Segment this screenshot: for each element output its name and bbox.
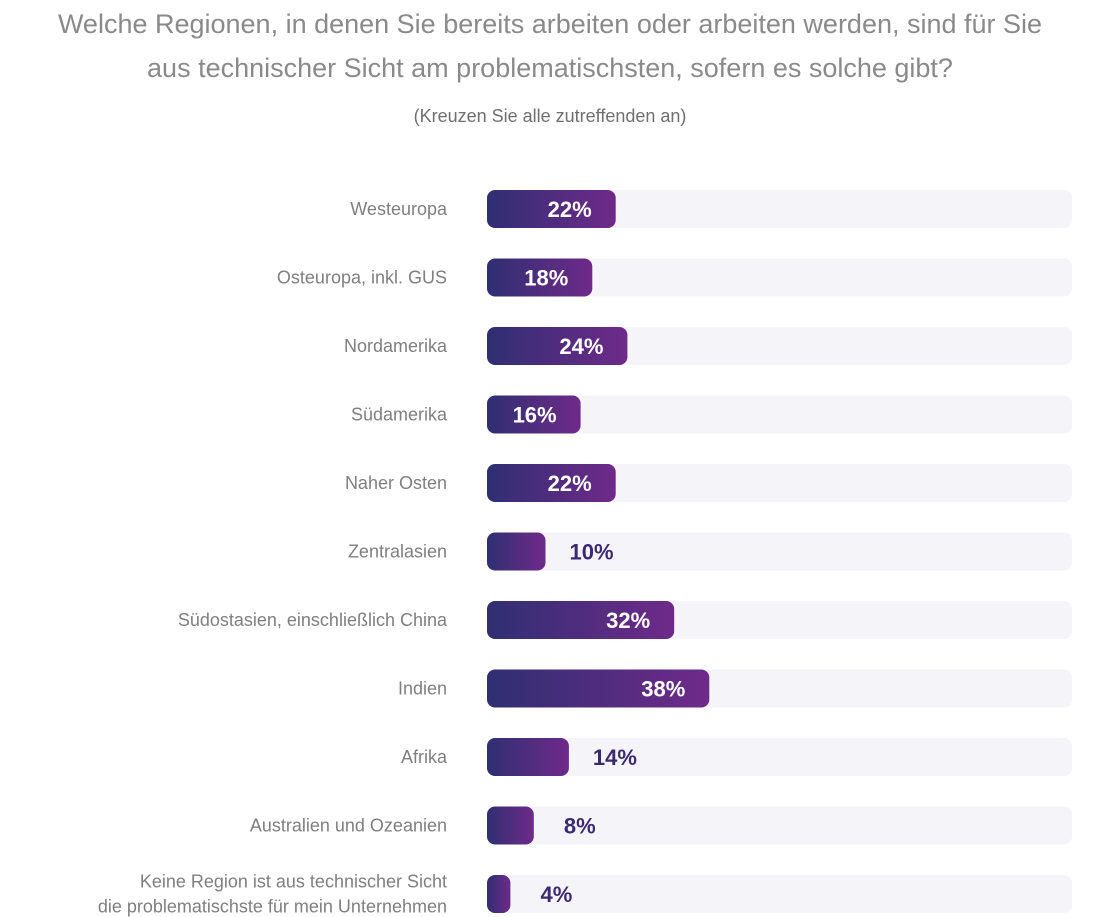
bar [487, 327, 628, 365]
bar [487, 875, 511, 913]
chart-title: Welche Regionen, in denen Sie bereits ar… [0, 2, 1100, 90]
value-label: 16% [513, 403, 557, 428]
value-label: 4% [541, 882, 573, 907]
category-label: die problematischste für mein Unternehme… [98, 897, 447, 917]
category-label: Zentralasien [348, 542, 447, 562]
value-label: 18% [524, 266, 568, 291]
category-label: Osteuropa, inkl. GUS [277, 268, 447, 288]
chart-title-line-1: Welche Regionen, in denen Sie bereits ar… [57, 9, 1043, 39]
value-label: 14% [593, 745, 637, 770]
bar [487, 738, 569, 776]
bar [487, 395, 581, 434]
category-label: Nordamerika [344, 336, 448, 356]
bar-track [487, 738, 1072, 776]
category-label: Südostasien, einschließlich China [178, 610, 448, 630]
bar [487, 601, 675, 639]
value-label: 22% [548, 471, 592, 496]
bar [487, 669, 710, 708]
bar [487, 532, 546, 571]
category-label: Westeuropa [350, 199, 448, 219]
bars-layer: Westeuropa 22% Osteuropa, inkl. GUS 18% Nord… [98, 190, 1072, 917]
category-label: Afrika [401, 747, 448, 767]
value-label: 32% [606, 608, 650, 633]
category-label: Keine Region ist aus technischer Sicht [140, 872, 447, 892]
category-label: Naher Osten [345, 473, 447, 493]
bar-track [487, 395, 1072, 434]
bar-track [487, 190, 1072, 228]
bar-track [487, 464, 1072, 502]
bar-track [487, 258, 1072, 297]
value-label: 8% [564, 814, 596, 839]
bar-track [487, 532, 1072, 571]
bar-track [487, 875, 1072, 913]
chart-subtitle: (Kreuzen Sie alle zutreffenden an) [413, 106, 687, 126]
value-label: 24% [559, 334, 603, 359]
bar [487, 806, 534, 845]
bar-track [487, 806, 1072, 845]
bar [487, 258, 593, 297]
bar-track [487, 327, 1072, 365]
category-label: Indien [398, 679, 447, 699]
value-label: 22% [548, 197, 592, 222]
value-label: 38% [641, 677, 685, 702]
bar [487, 464, 616, 502]
value-label: 10% [569, 540, 613, 565]
bar [487, 190, 616, 228]
chart-title-line-2: aus technischer Sicht am problematischst… [147, 53, 953, 83]
category-label: Australien und Ozeanien [250, 816, 447, 836]
category-label: Südamerika [351, 405, 448, 425]
